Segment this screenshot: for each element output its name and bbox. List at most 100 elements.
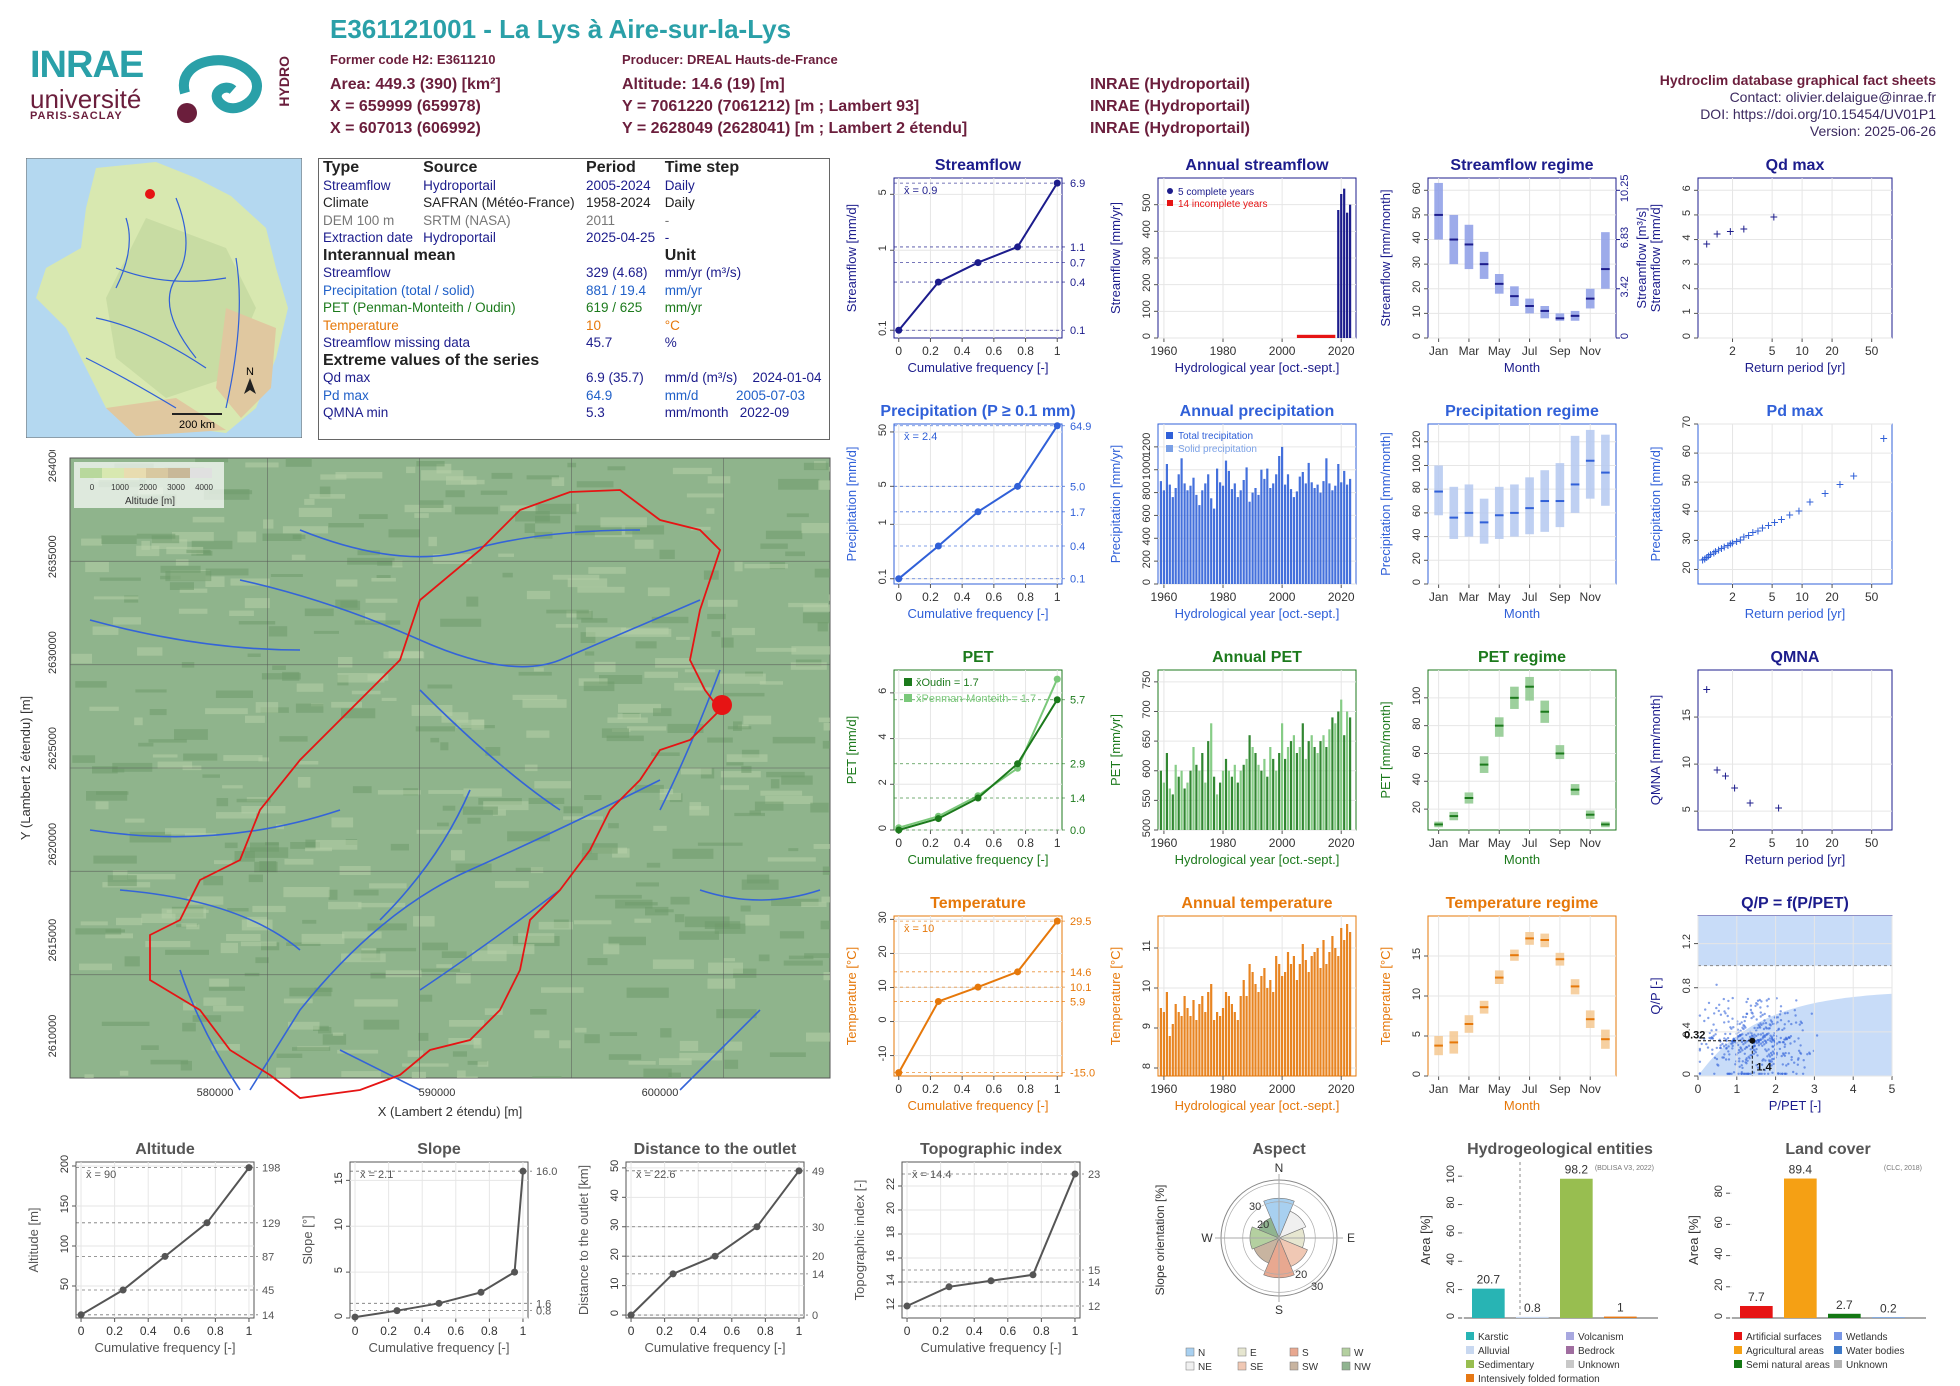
panel-qp_ppet: Q/P = f(P/PET)P/PET [-]Q/P [-]0 1 2 3 4 500.4…	[1648, 895, 1896, 1113]
legend-swatch	[1237, 1347, 1247, 1357]
hillshade-cell	[241, 919, 273, 931]
qp-point	[1739, 1050, 1742, 1054]
bar	[1165, 464, 1168, 584]
return-point: +	[1711, 543, 1719, 559]
qp-point	[1749, 1008, 1753, 1012]
bar	[1331, 490, 1334, 584]
hillshade-cell	[138, 742, 154, 747]
hillshade-cell	[203, 997, 227, 1006]
hillshade-cell	[216, 812, 257, 819]
hillshade-cell	[672, 467, 712, 475]
legend-entry: Volcanism	[1578, 1332, 1624, 1343]
bar	[1230, 1004, 1233, 1076]
hillshade-cell	[282, 526, 328, 534]
mean-label: Streamflow	[323, 265, 391, 280]
qp-point	[1794, 1021, 1798, 1024]
plot-frame	[349, 1161, 529, 1319]
hillshade-cell	[480, 490, 508, 495]
x-tick-label: 0	[904, 1324, 911, 1338]
hillshade-cell	[607, 466, 626, 471]
qp-point	[1750, 1011, 1753, 1014]
quantile-label: 1.4	[1070, 793, 1085, 805]
regime-box	[1601, 434, 1610, 506]
regime-box	[1464, 484, 1474, 537]
quantile-label: 64.9	[1070, 421, 1091, 433]
regime-box	[1585, 429, 1595, 499]
row-source: SRTM (NASA)	[423, 212, 511, 228]
hillshade-cell	[644, 671, 678, 678]
chart-title: Distance to the outlet	[634, 1141, 797, 1158]
hillshade-cell	[381, 697, 397, 701]
y-tick-label: 0	[1141, 333, 1153, 339]
table-row: QMNA min 5.3 mm/month 2022-09	[319, 404, 829, 422]
hillshade-cell	[182, 1022, 196, 1032]
hillshade-cell	[72, 755, 96, 763]
table-row: Climate SAFRAN (Météo-France) 1958-2024 …	[319, 194, 829, 212]
qp-point	[1789, 1035, 1793, 1038]
x-tick-label: Jan	[1429, 836, 1448, 850]
hillshade-cell	[653, 825, 667, 831]
hillshade-cell	[93, 596, 139, 600]
hillshade-cell	[89, 706, 119, 711]
quantile-point	[895, 575, 903, 583]
hillshade-cell	[124, 956, 140, 967]
hillshade-cell	[276, 1053, 303, 1058]
x-tick-label: 0	[895, 1082, 902, 1096]
legend-tick: 4000	[195, 483, 213, 492]
hillshade-cell	[707, 476, 731, 484]
bar	[1340, 194, 1343, 338]
return-point: +	[1740, 221, 1748, 237]
row-step: -	[664, 230, 670, 245]
qp-point	[1730, 1039, 1734, 1043]
x-tick-label: 0.8	[1017, 590, 1034, 604]
legend-tick: 3000	[167, 483, 185, 492]
mean-value: 10	[586, 317, 602, 333]
y-tick-label: 0	[877, 1016, 889, 1022]
hillshade-cell	[765, 530, 803, 540]
col-source: Source	[423, 159, 478, 176]
bar	[1307, 741, 1310, 830]
bar	[1210, 723, 1213, 830]
hillshade-cell	[229, 610, 254, 616]
qp-point	[1742, 1015, 1745, 1019]
hillshade-cell	[284, 858, 314, 865]
mean-label: Precipitation (total / solid)	[323, 282, 475, 298]
x-axis-label: P/PET [-]	[1769, 1098, 1822, 1113]
qp-point	[1776, 1021, 1779, 1024]
x-axis-label: Hydrological year [oct.-sept.]	[1175, 1098, 1340, 1113]
qp-point	[1732, 1071, 1736, 1074]
bar	[1242, 980, 1245, 1076]
qp-point	[1756, 1003, 1759, 1006]
hillshade-cell	[437, 822, 449, 827]
hillshade-cell	[607, 717, 648, 723]
bar	[1281, 723, 1284, 830]
return-point: +	[1731, 780, 1739, 796]
qp-point	[1744, 1072, 1747, 1076]
hillshade-cell	[670, 896, 690, 905]
hillshade-cell	[415, 726, 455, 732]
qp-point	[1759, 1033, 1763, 1036]
return-point: +	[1821, 485, 1829, 501]
hillshade-cell	[174, 729, 208, 740]
qp-point	[1796, 1063, 1800, 1066]
hillshade-cell	[660, 1028, 672, 1038]
hillshade-cell	[304, 498, 315, 505]
x-tick-label: Sep	[1549, 590, 1571, 604]
row-step: Daily	[664, 195, 695, 210]
bar	[1275, 474, 1278, 584]
x-tick-label: 0.8	[757, 1324, 774, 1338]
qp-point	[1787, 1052, 1791, 1055]
x-tick-label: 0.8	[1033, 1324, 1050, 1338]
bar	[1168, 1036, 1171, 1076]
return-point: +	[1733, 533, 1741, 549]
mean-label: x̄ = 2.4	[904, 431, 937, 443]
hillshade-cell	[495, 881, 529, 888]
qp-point	[1806, 1053, 1809, 1056]
qp-point	[1765, 999, 1769, 1002]
hillshade-cell	[187, 896, 224, 905]
x-axis-label: Cumulative frequency [-]	[369, 1340, 510, 1355]
qp-point	[1777, 1028, 1780, 1031]
x-axis-label: Cumulative frequency [-]	[908, 852, 1049, 867]
y-tick-label: 0.8	[1681, 978, 1693, 993]
qp-point	[1738, 1033, 1742, 1037]
